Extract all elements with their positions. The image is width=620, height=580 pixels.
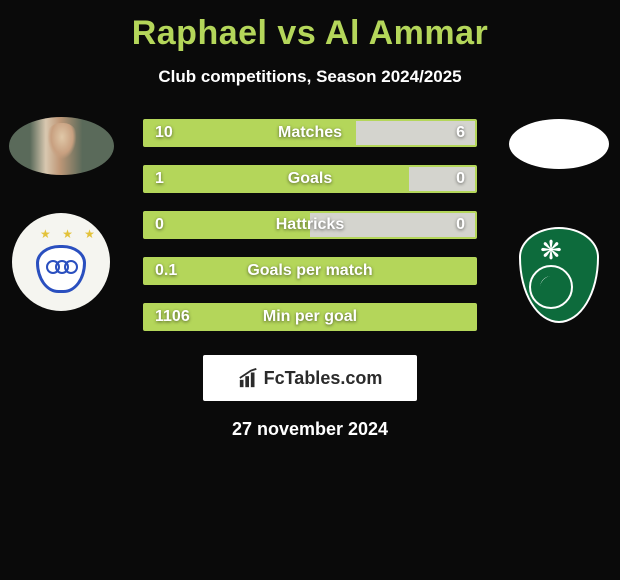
crest-rings-icon: [46, 260, 82, 278]
stat-bars: 10 Matches 6 1 Goals 0 0 Hattricks 0 0.1…: [143, 119, 477, 331]
stat-bar: 1106 Min per goal: [143, 303, 477, 331]
crest-circle-icon: [529, 265, 573, 309]
watermark-text: FcTables.com: [264, 368, 383, 389]
stat-label: Matches: [145, 121, 475, 145]
stat-label: Hattricks: [145, 213, 475, 237]
stat-bar: 1 Goals 0: [143, 165, 477, 193]
stat-bar: 0.1 Goals per match: [143, 257, 477, 285]
bar-chart-icon: [238, 367, 260, 389]
stat-label: Min per goal: [145, 305, 475, 329]
crest-palm-icon: ❋: [536, 235, 566, 265]
stat-bar: 0 Hattricks 0: [143, 211, 477, 239]
stat-label: Goals per match: [145, 259, 475, 283]
page-title: Raphael vs Al Ammar: [0, 0, 620, 53]
crest-shield-icon: [36, 245, 86, 293]
player-left-club-crest: ★ ★ ★: [12, 213, 110, 311]
right-player-column: ❋: [504, 119, 614, 327]
left-player-column: ★ ★ ★: [6, 119, 116, 311]
stat-right-value: 0: [446, 213, 475, 237]
stat-right-value: 0: [446, 167, 475, 191]
date-text: 27 november 2024: [0, 419, 620, 440]
crest-stars-icon: ★ ★ ★: [40, 227, 99, 241]
stat-right-value: [455, 259, 475, 283]
player-left-avatar: [9, 117, 114, 175]
player-right-avatar: [509, 119, 609, 169]
comparison-panel: ★ ★ ★ ❋ 10 Matches 6 1 Goals 0 0: [0, 119, 620, 440]
stat-right-value: [455, 305, 475, 329]
subtitle: Club competitions, Season 2024/2025: [0, 67, 620, 87]
player-right-club-crest: ❋: [509, 227, 609, 327]
stat-label: Goals: [145, 167, 475, 191]
watermark: FcTables.com: [203, 355, 417, 401]
stat-bar: 10 Matches 6: [143, 119, 477, 147]
stat-right-value: 6: [446, 121, 475, 145]
